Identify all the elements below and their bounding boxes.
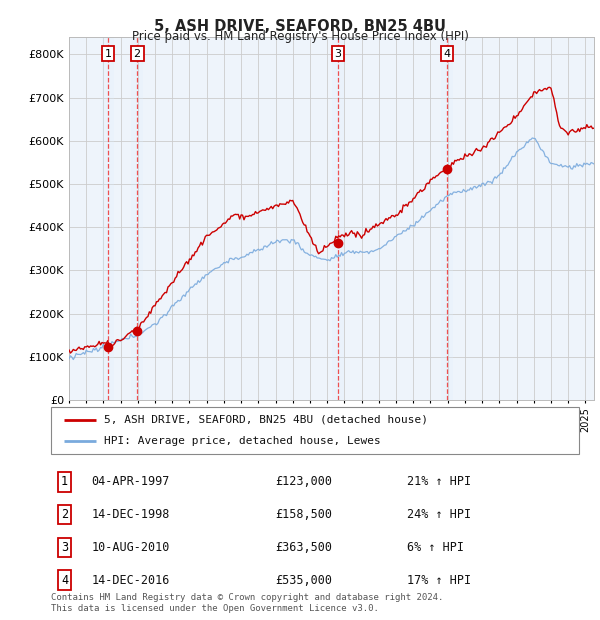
Text: 2: 2 (61, 508, 68, 521)
Text: 24% ↑ HPI: 24% ↑ HPI (407, 508, 472, 521)
Text: £535,000: £535,000 (275, 574, 332, 587)
Text: £363,500: £363,500 (275, 541, 332, 554)
Bar (102, 37, 114, 400)
Text: 04-APR-1997: 04-APR-1997 (91, 476, 170, 489)
Text: 21% ↑ HPI: 21% ↑ HPI (407, 476, 472, 489)
Text: 3: 3 (61, 541, 68, 554)
Text: 1: 1 (104, 48, 112, 58)
Text: 6% ↑ HPI: 6% ↑ HPI (407, 541, 464, 554)
Text: 14-DEC-1998: 14-DEC-1998 (91, 508, 170, 521)
Bar (131, 37, 143, 400)
Text: 3: 3 (334, 48, 341, 58)
Text: 17% ↑ HPI: 17% ↑ HPI (407, 574, 472, 587)
Text: £123,000: £123,000 (275, 476, 332, 489)
Text: 5, ASH DRIVE, SEAFORD, BN25 4BU (detached house): 5, ASH DRIVE, SEAFORD, BN25 4BU (detache… (104, 415, 428, 425)
Text: 1: 1 (61, 476, 68, 489)
Bar (332, 37, 344, 400)
Text: 10-AUG-2010: 10-AUG-2010 (91, 541, 170, 554)
Text: 2: 2 (134, 48, 141, 58)
Text: HPI: Average price, detached house, Lewes: HPI: Average price, detached house, Lewe… (104, 436, 380, 446)
Text: 4: 4 (61, 574, 68, 587)
Text: 5, ASH DRIVE, SEAFORD, BN25 4BU: 5, ASH DRIVE, SEAFORD, BN25 4BU (154, 19, 446, 33)
Bar (441, 37, 453, 400)
Text: 4: 4 (443, 48, 451, 58)
Text: Price paid vs. HM Land Registry's House Price Index (HPI): Price paid vs. HM Land Registry's House … (131, 30, 469, 43)
Text: 14-DEC-2016: 14-DEC-2016 (91, 574, 170, 587)
Text: Contains HM Land Registry data © Crown copyright and database right 2024.
This d: Contains HM Land Registry data © Crown c… (51, 593, 443, 613)
Text: £158,500: £158,500 (275, 508, 332, 521)
